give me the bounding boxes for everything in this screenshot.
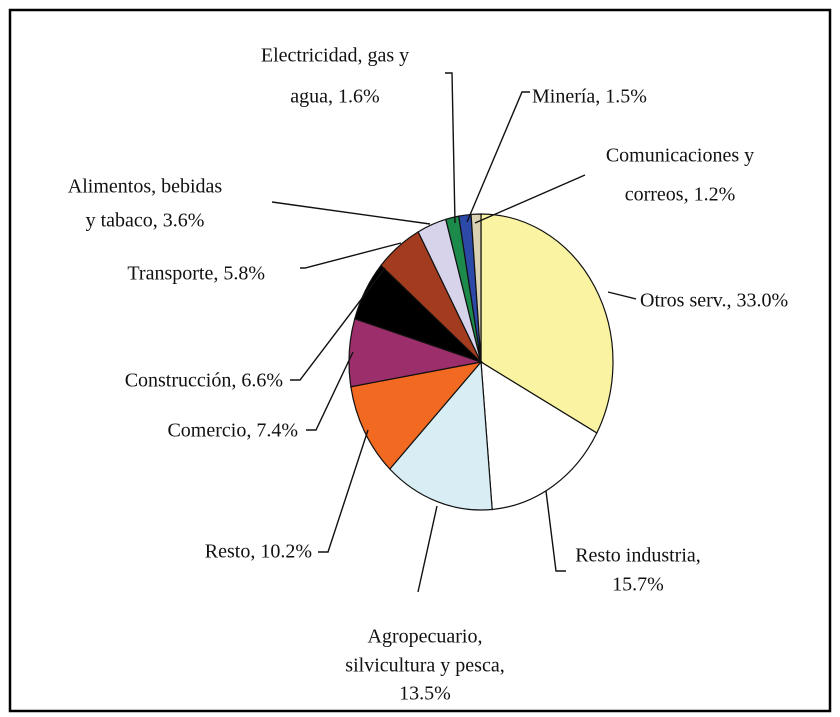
slice-label: Comunicaciones y <box>606 145 754 167</box>
frame <box>8 8 832 713</box>
slice-label: silvicultura y pesca, <box>345 655 504 677</box>
slice-label: correos, 1.2% <box>625 184 736 206</box>
leader-line <box>271 201 431 225</box>
pie-slice <box>389 360 493 511</box>
leader-line <box>318 429 369 553</box>
slice-label: Electricidad, gas y <box>261 45 409 67</box>
slice-label: 13.5% <box>399 683 451 705</box>
leader-line <box>306 351 354 431</box>
slice-label: Alimentos, bebidas <box>68 176 223 198</box>
slice-label: 15.7% <box>612 574 664 596</box>
pie-slice <box>470 213 482 363</box>
slice-label: Transporte, 5.8% <box>127 263 265 285</box>
pie-slice <box>480 213 614 434</box>
pie-slice <box>480 360 598 511</box>
slice-label: Otros serv., 33.0% <box>640 290 788 312</box>
pie-slice <box>350 361 483 470</box>
slice-label: Construcción, 6.6% <box>125 370 283 392</box>
leader-line <box>290 267 386 381</box>
slice-label: Minería, 1.5% <box>532 86 647 108</box>
leader-line <box>466 91 530 223</box>
slice-label: y tabaco, 3.6% <box>86 210 205 232</box>
leader-line <box>607 291 637 300</box>
leader-line <box>445 72 456 224</box>
leader-line <box>474 174 586 224</box>
slice-label: Resto industria, <box>575 545 701 567</box>
leader-line <box>545 490 566 572</box>
slice-label: Agropecuario, <box>368 626 483 648</box>
slice-label: Resto, 10.2% <box>205 541 312 563</box>
slice-label: Comercio, 7.4% <box>167 420 298 442</box>
slice-label: agua, 1.6% <box>290 86 379 108</box>
leader-line <box>417 505 438 593</box>
leader-line <box>300 242 402 269</box>
